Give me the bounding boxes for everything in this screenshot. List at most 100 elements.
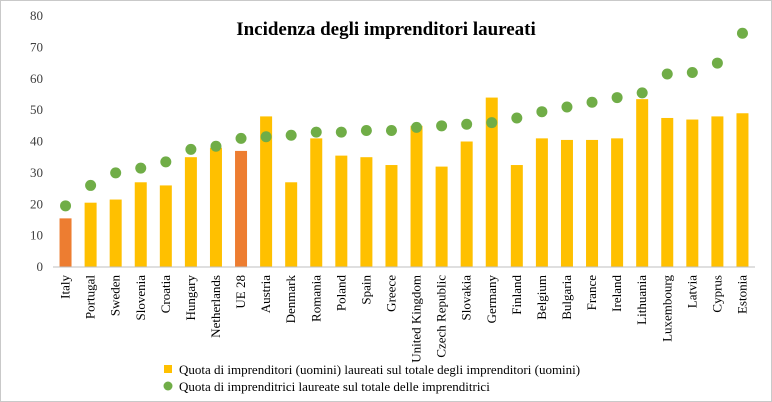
x-tick-label: Denmark xyxy=(283,275,298,324)
y-tick-label: 20 xyxy=(30,196,43,211)
bar xyxy=(360,157,373,267)
bar xyxy=(310,138,323,267)
x-tick-label: Belgium xyxy=(534,275,549,320)
dot xyxy=(310,126,322,138)
dot xyxy=(135,162,147,174)
bar xyxy=(134,182,147,267)
bar xyxy=(485,97,498,267)
bar xyxy=(59,218,72,267)
x-tick-label: Luxembourg xyxy=(659,275,674,342)
dot xyxy=(285,129,297,141)
x-tick-label: Romania xyxy=(308,275,323,322)
dot xyxy=(235,132,247,144)
bar xyxy=(661,117,674,267)
dot xyxy=(511,112,523,124)
bar xyxy=(385,165,398,267)
bar-series xyxy=(59,97,749,268)
y-tick-label: 30 xyxy=(30,165,43,180)
dot xyxy=(736,27,748,39)
dot xyxy=(411,121,423,133)
bar xyxy=(159,185,172,267)
dot xyxy=(611,92,623,104)
bar xyxy=(460,141,473,267)
bar xyxy=(636,99,649,267)
x-tick-label: Sweden xyxy=(108,275,123,317)
bar xyxy=(611,138,624,267)
dot xyxy=(260,131,272,143)
x-tick-label: Poland xyxy=(333,275,348,312)
legend-swatch-dot xyxy=(163,381,173,391)
x-tick-label: Spain xyxy=(358,275,373,305)
bar xyxy=(736,113,749,267)
y-axis: 0 10 20 30 40 50 60 70 80 xyxy=(30,8,43,274)
y-tick-label: 0 xyxy=(37,259,44,274)
dot xyxy=(461,118,473,130)
dot xyxy=(586,96,598,108)
x-tick-label: UE 28 xyxy=(233,275,248,309)
dot xyxy=(486,117,498,129)
x-tick-label: Greece xyxy=(383,275,398,312)
dot xyxy=(160,156,172,168)
chart-title: Incidenza degli imprenditori laureati xyxy=(236,19,536,40)
dot xyxy=(185,143,197,155)
x-tick-label: Italy xyxy=(58,275,73,299)
bar xyxy=(285,182,298,267)
dot xyxy=(561,101,573,113)
dot-series xyxy=(60,27,748,212)
x-tick-label: United Kingdom xyxy=(409,275,424,363)
dot xyxy=(436,120,448,132)
x-tick-label: Austria xyxy=(258,275,273,314)
dot xyxy=(661,68,673,80)
y-tick-label: 60 xyxy=(30,71,43,86)
bar xyxy=(84,202,97,267)
x-tick-label: Netherlands xyxy=(208,275,223,338)
bar xyxy=(686,119,699,267)
bar xyxy=(560,139,573,267)
x-tick-label: Czech Republic xyxy=(434,275,449,358)
bar xyxy=(335,155,348,267)
dot xyxy=(110,167,122,179)
dot xyxy=(210,140,222,152)
y-tick-label: 50 xyxy=(30,102,43,117)
x-axis: Italy Portugal Sweden Slovenia Croatia Hungar… xyxy=(58,275,750,363)
x-tick-label: Hungary xyxy=(183,275,198,321)
x-tick-label: Finland xyxy=(509,275,524,315)
dot xyxy=(60,200,72,212)
dot xyxy=(636,87,648,99)
legend: Quota di imprenditori (uomini) laureati … xyxy=(163,362,580,394)
bar xyxy=(260,116,273,268)
x-tick-label: Croatia xyxy=(158,275,173,313)
legend-label-dot: Quota di imprenditrici laureate sul tota… xyxy=(179,379,490,394)
x-tick-label: Ireland xyxy=(609,275,624,312)
bar xyxy=(711,116,724,268)
bar xyxy=(209,147,222,267)
dot xyxy=(335,126,347,138)
dot xyxy=(85,179,97,191)
x-tick-label: Cyprus xyxy=(709,275,724,313)
dot xyxy=(686,66,698,78)
bar xyxy=(435,166,448,267)
x-tick-label: Slovakia xyxy=(459,275,474,321)
dot xyxy=(360,125,372,137)
x-tick-label: Bulgaria xyxy=(559,275,574,320)
dot xyxy=(711,57,723,69)
y-tick-label: 40 xyxy=(30,134,43,149)
y-tick-label: 10 xyxy=(30,228,43,243)
bar xyxy=(535,138,548,267)
bar xyxy=(586,139,599,267)
y-tick-label: 70 xyxy=(30,39,43,54)
dot xyxy=(536,106,548,118)
x-tick-label: France xyxy=(584,275,599,311)
x-tick-label: Slovenia xyxy=(133,275,148,321)
x-tick-label: Portugal xyxy=(83,275,98,319)
bar xyxy=(510,165,523,267)
x-tick-label: Latvia xyxy=(684,275,699,308)
bar xyxy=(184,157,197,267)
legend-label-bar: Quota di imprenditori (uomini) laureati … xyxy=(179,362,580,377)
legend-swatch-bar xyxy=(164,365,172,373)
bar xyxy=(109,199,122,267)
bar xyxy=(410,125,423,267)
bar xyxy=(235,150,248,267)
x-tick-label: Germany xyxy=(484,275,499,324)
